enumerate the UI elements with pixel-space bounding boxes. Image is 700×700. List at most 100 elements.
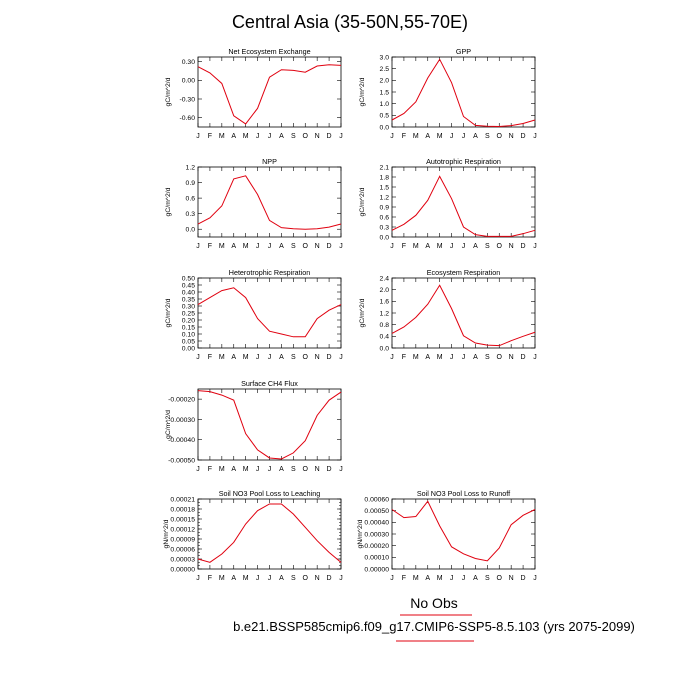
y-tick-label: -0.60 [180, 115, 196, 122]
y-tick-label: -0.00030 [168, 417, 195, 424]
x-tick-label: N [315, 243, 320, 250]
y-tick-label: 1.8 [380, 174, 390, 181]
y-tick-label: 0.30 [182, 59, 195, 66]
x-tick-label: J [390, 354, 394, 361]
legend-no-obs: No Obs [410, 595, 457, 611]
series-line [391, 284, 536, 347]
y-tick-label: 0.6 [186, 196, 196, 203]
x-tick-label: A [231, 575, 236, 582]
x-tick-label: F [208, 133, 212, 140]
y-tick-label: 1.5 [380, 184, 390, 191]
y-tick-label: 0.8 [380, 322, 390, 329]
x-tick-label: J [533, 243, 537, 250]
x-tick-label: N [315, 133, 320, 140]
y-axis-label: gC/m^2/d [165, 187, 172, 216]
plot-frame [197, 166, 342, 238]
y-tick-label: 0.00003 [170, 556, 195, 563]
panel-title: Soil NO3 Pool Loss to Runoff [417, 489, 510, 498]
y-tick-label: 0.00000 [364, 566, 389, 573]
panel-title: Ecosystem Respiration [427, 268, 501, 277]
x-tick-label: A [473, 575, 478, 582]
y-tick-label: 0.10 [182, 331, 195, 338]
x-tick-label: F [208, 354, 212, 361]
x-tick-label: A [279, 466, 284, 473]
x-tick-label: J [533, 133, 537, 140]
x-tick-label: F [208, 466, 212, 473]
y-tick-label: 0.00 [182, 345, 195, 352]
panel-title: Net Ecosystem Exchange [228, 47, 310, 56]
x-tick-label: O [303, 354, 309, 361]
y-tick-label: 0.00040 [364, 520, 389, 527]
x-tick-label: M [413, 354, 419, 361]
y-tick-label: 1.2 [186, 164, 196, 171]
series-line [197, 390, 342, 460]
x-tick-label: J [450, 575, 454, 582]
y-tick-label: 0.00030 [364, 531, 389, 538]
series-line [391, 500, 536, 562]
y-axis-label: gC/m^2/d [165, 77, 172, 106]
plot-frame [391, 277, 536, 349]
y-tick-label: 0.05 [182, 338, 195, 345]
y-axis-label: gN/m^2/d [357, 519, 364, 548]
x-tick-label: D [521, 243, 526, 250]
y-tick-label: 0.00000 [170, 566, 195, 573]
x-tick-label: O [497, 575, 503, 582]
x-tick-label: D [521, 575, 526, 582]
x-tick-label: J [339, 466, 343, 473]
x-tick-label: S [485, 354, 490, 361]
x-tick-label: J [462, 354, 466, 361]
series-line [197, 64, 342, 125]
x-tick-label: N [315, 575, 320, 582]
series-line [391, 58, 536, 128]
panel-title: NPP [262, 157, 277, 166]
panel-title: Heterotrophic Respiration [229, 268, 311, 277]
x-tick-label: D [327, 243, 332, 250]
x-tick-label: S [485, 243, 490, 250]
x-tick-label: O [497, 243, 503, 250]
y-axis-label: gC/m^2/d [359, 298, 366, 327]
x-tick-label: A [279, 133, 284, 140]
x-tick-label: J [256, 354, 260, 361]
y-tick-label: 3.0 [380, 54, 390, 61]
x-tick-label: M [243, 243, 249, 250]
plot-frame [197, 277, 342, 349]
x-tick-label: A [425, 243, 430, 250]
x-tick-label: A [473, 354, 478, 361]
x-tick-label: O [497, 133, 503, 140]
x-tick-label: D [327, 133, 332, 140]
x-tick-label: J [450, 133, 454, 140]
y-axis-label: gN/m^2/d [163, 519, 170, 548]
x-tick-label: O [303, 466, 309, 473]
x-tick-label: S [291, 133, 296, 140]
x-tick-label: M [219, 575, 225, 582]
x-tick-label: D [327, 354, 332, 361]
y-tick-label: 0.35 [182, 296, 195, 303]
x-tick-label: A [473, 133, 478, 140]
y-tick-label: 0.6 [380, 214, 390, 221]
x-tick-label: D [327, 466, 332, 473]
x-tick-label: M [219, 354, 225, 361]
y-tick-label: -0.00050 [168, 457, 195, 464]
x-tick-label: A [231, 354, 236, 361]
x-tick-label: J [462, 243, 466, 250]
x-tick-label: A [279, 243, 284, 250]
x-tick-label: J [533, 575, 537, 582]
y-axis-label: gC/m^2/d [165, 410, 172, 439]
x-tick-label: A [231, 466, 236, 473]
legend-case-name: b.e21.BSSP585cmip6.f09_g17.CMIP6-SSP5-8.… [233, 619, 635, 634]
plot-frame [391, 498, 536, 570]
x-tick-label: N [315, 354, 320, 361]
x-tick-label: S [291, 243, 296, 250]
x-tick-label: J [268, 354, 272, 361]
x-tick-label: M [243, 575, 249, 582]
x-tick-label: J [256, 243, 260, 250]
x-tick-label: M [413, 243, 419, 250]
series-line [391, 175, 536, 237]
y-tick-label: 0.00020 [364, 543, 389, 550]
